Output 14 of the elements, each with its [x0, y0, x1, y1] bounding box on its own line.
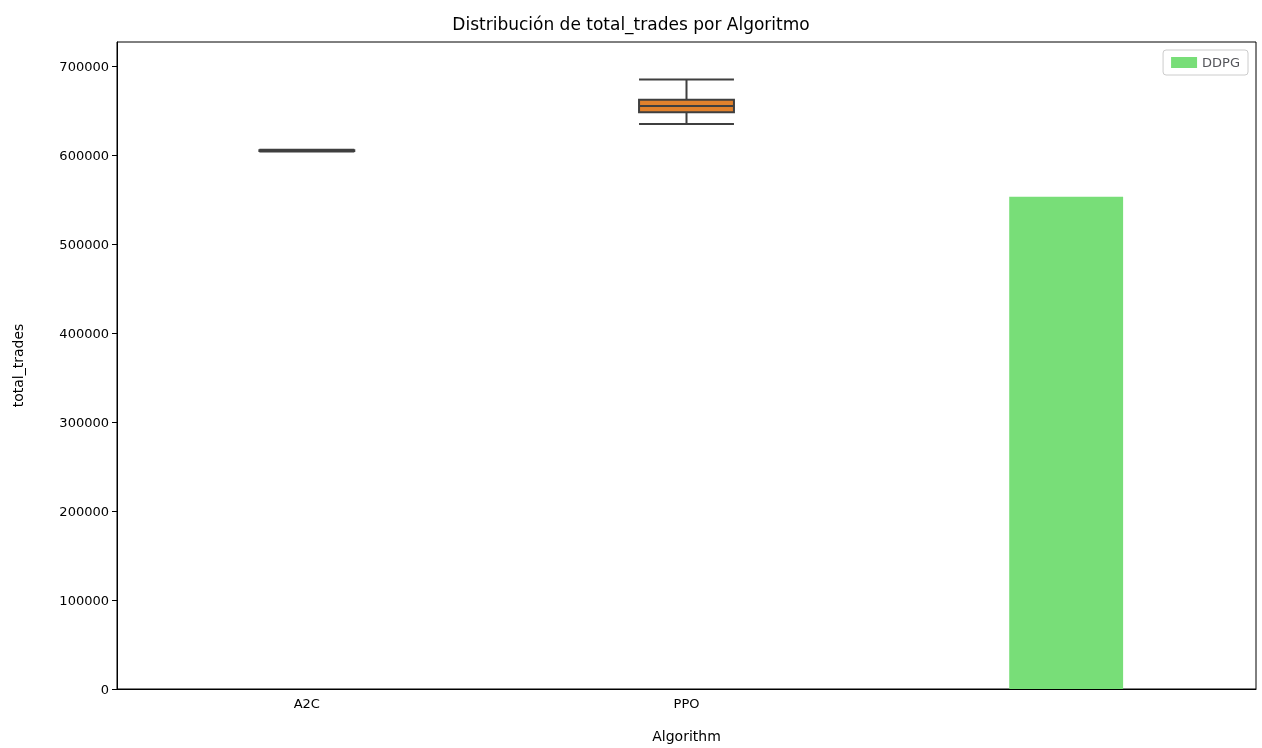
chart-title: Distribución de total_trades por Algoritmo	[452, 13, 810, 35]
y-tick-label: 500000	[59, 236, 109, 252]
y-tick-label: 600000	[59, 147, 109, 163]
y-axis-title: total_trades	[10, 323, 26, 408]
y-tick-label: 300000	[59, 414, 109, 430]
x-tick-label: A2C	[293, 696, 320, 711]
y-tick-label: 100000	[59, 592, 109, 608]
y-tick-label: 200000	[59, 503, 109, 519]
x-axis-title: Algorithm	[652, 728, 721, 744]
x-tick-label: PPO	[673, 696, 700, 711]
legend-label: DDPG	[1202, 55, 1240, 70]
y-tick-label: 0	[100, 681, 109, 697]
y-tick-label: 400000	[59, 325, 109, 341]
y-tick-label: 700000	[59, 58, 109, 74]
